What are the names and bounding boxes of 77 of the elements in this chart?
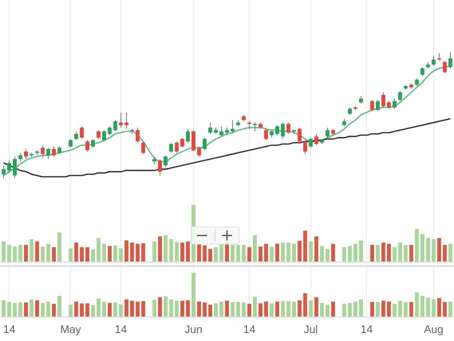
bar (68, 248, 73, 262)
candlestick (326, 127, 330, 138)
candlestick (169, 142, 174, 154)
bar (58, 232, 62, 262)
candlestick (392, 98, 396, 110)
candlestick (370, 99, 374, 112)
candlestick (314, 134, 318, 146)
bar (252, 296, 257, 317)
bar (2, 241, 6, 262)
bar (58, 296, 62, 317)
bar (448, 244, 452, 262)
candlestick (2, 165, 6, 178)
candlestick (141, 141, 146, 154)
bar (252, 235, 257, 262)
bar (35, 300, 40, 317)
bar (158, 297, 162, 317)
candlestick (80, 126, 84, 140)
bar (331, 302, 336, 317)
candlestick (376, 99, 380, 112)
candlestick (432, 55, 436, 66)
bar (370, 244, 374, 262)
bar (30, 299, 34, 317)
bar (30, 239, 34, 262)
candlestick (85, 140, 90, 152)
candlestick (448, 52, 452, 69)
bar (225, 300, 229, 317)
bar (46, 244, 50, 262)
bar (68, 304, 73, 317)
bar (24, 244, 28, 262)
x-tick-label: Jul (304, 324, 318, 336)
candlestick (46, 147, 50, 160)
bar (437, 298, 442, 317)
bar (158, 236, 162, 262)
bar (46, 302, 50, 317)
x-tick-label: 14 (3, 324, 16, 336)
bar (437, 238, 442, 262)
x-tick-label: 14 (114, 324, 128, 336)
bar (152, 241, 156, 262)
candlestick (158, 158, 162, 176)
candlestick (398, 90, 402, 102)
bar (448, 302, 452, 317)
bar (52, 304, 56, 317)
candlestick (164, 154, 168, 168)
bar (270, 246, 274, 262)
x-tick-label: 14 (360, 324, 373, 336)
candlestick (24, 148, 28, 160)
candlestick (180, 137, 184, 148)
candlestick (136, 127, 140, 144)
x-tick-label: Aug (424, 324, 444, 336)
candlestick (52, 146, 56, 157)
bar (314, 236, 318, 262)
candlestick (264, 128, 268, 141)
bar (270, 303, 274, 317)
x-tick-label: Jun (184, 324, 202, 336)
candlestick (174, 141, 179, 154)
candlestick (12, 156, 17, 178)
candlestick (186, 128, 190, 144)
candlestick (303, 140, 308, 154)
bar (152, 300, 156, 317)
x-tick-label: 14 (243, 324, 256, 336)
bar (52, 247, 56, 262)
candlestick (286, 122, 290, 134)
bar (2, 300, 6, 317)
bar (370, 302, 374, 317)
bar (35, 241, 40, 262)
candlestick (102, 130, 106, 142)
candlestick (298, 127, 302, 144)
bar (314, 297, 318, 317)
candlestick (280, 122, 285, 140)
x-tick-label: May (60, 324, 82, 336)
bar (24, 302, 28, 317)
bar (247, 247, 252, 262)
bar (247, 304, 252, 317)
bar (331, 244, 336, 262)
bar (192, 273, 196, 317)
candlestick (202, 137, 207, 151)
candlestick (113, 120, 118, 132)
